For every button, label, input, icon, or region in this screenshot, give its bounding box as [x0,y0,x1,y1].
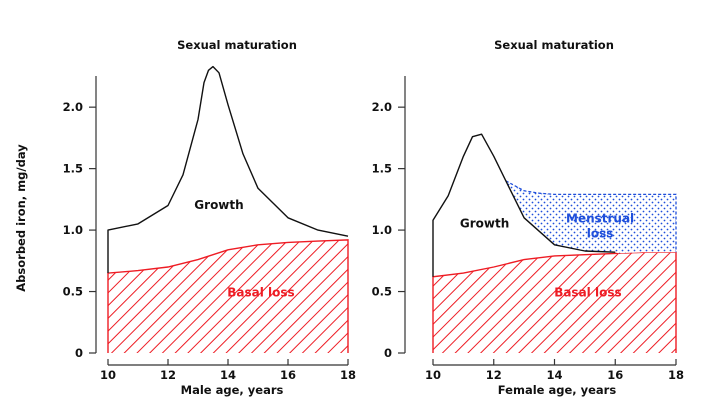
right-y-tick-label: 1.5 [372,162,392,176]
right-y-tick-label: 1.0 [372,223,392,237]
right-annotation-menstrual: Menstrual [566,212,634,226]
left-x-tick-label: 16 [280,368,296,382]
right-annotation-basal-loss: Basal loss [554,286,621,300]
left-annotation-basal-loss: Basal loss [227,286,294,300]
menstrual-loss-line [505,180,677,253]
left-basal-loss-area [108,239,348,353]
right-plot: 10 12 14 16 18 0 0.5 1.0 1.5 2.0 Growth Menstruallo… [372,76,684,382]
right-x-tick-label: 16 [607,368,623,382]
right-x-tick-label: 18 [668,368,684,382]
left-y-tick-label: 0 [75,346,83,360]
left-annotation-growth: Growth [194,198,243,212]
left-x-tick-label: 10 [100,368,116,382]
right-annotation-growth: Growth [460,217,509,231]
right-y-tick-label: 0.5 [372,285,392,299]
menstrual-loss-area [505,180,676,254]
right-y-tick-label: 0 [384,346,392,360]
left-basal-loss-line [107,239,349,353]
left-x-tick-label: 18 [340,368,356,382]
left-x-axis-label: Male age, years [181,383,284,397]
right-chart-title: Sexual maturation [494,38,614,52]
right-annotation-loss: loss [587,227,614,241]
right-basal-loss-area [433,252,676,353]
left-plot: 10 12 14 16 18 0 0.5 1.0 1.5 2.0 Growth Basal loss [63,65,356,382]
right-x-axis-label: Female age, years [498,383,617,397]
y-axis-label: Absorbed iron, mg/day [14,144,28,292]
right-y-tick-label: 2.0 [372,100,392,114]
right-x-tick-label: 12 [486,368,502,382]
right-x-tick-label: 14 [546,368,562,382]
right-x-tick-label: 10 [425,368,441,382]
left-x-tick-label: 14 [220,368,236,382]
left-y-tick-label: 1.5 [63,162,83,176]
left-y-tick-label: 1.0 [63,223,83,237]
left-chart-title: Sexual maturation [177,38,297,52]
left-growth-line [107,65,349,274]
left-y-tick-label: 2.0 [63,100,83,114]
right-growth-line [432,133,616,277]
left-x-tick-label: 12 [160,368,176,382]
left-y-tick-label: 0.5 [63,285,83,299]
